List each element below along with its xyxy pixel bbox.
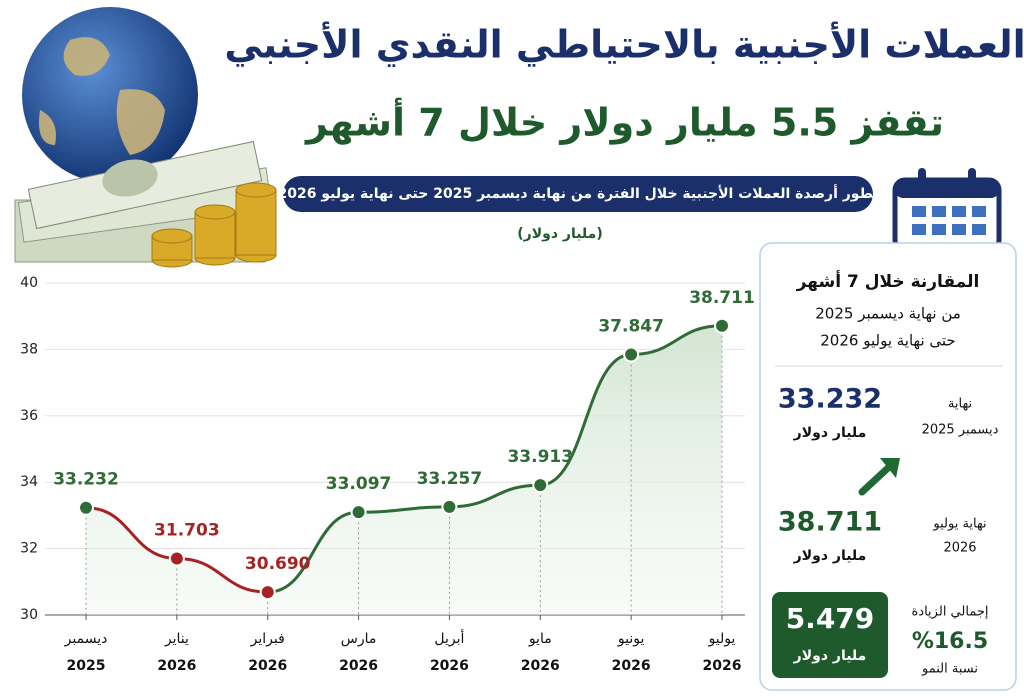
comparison-panel: المقارنة خلال 7 أشهر من نهاية ديسمبر 202… bbox=[759, 242, 1017, 691]
x-tick-label: يونيو bbox=[617, 631, 645, 647]
point bbox=[714, 317, 730, 334]
point bbox=[78, 499, 94, 516]
growth-label: نسبة النمو bbox=[921, 662, 978, 677]
increase-unit: مليار دولار bbox=[793, 648, 867, 664]
value-label: 33.913 bbox=[507, 447, 573, 467]
point bbox=[350, 504, 367, 521]
x-tick-label: يوليو bbox=[708, 631, 736, 647]
start-unit: مليار دولار bbox=[793, 425, 867, 441]
point bbox=[532, 477, 549, 494]
line-segment bbox=[176, 556, 268, 594]
x-tick-year: 2026 bbox=[703, 658, 742, 674]
x-tick-year: 2026 bbox=[430, 658, 469, 674]
calendar-icon bbox=[892, 168, 1002, 253]
start-value: 33.232 bbox=[778, 384, 882, 415]
line-segment bbox=[631, 324, 723, 356]
value-label: 31.703 bbox=[154, 520, 220, 540]
x-tick-label: مارس bbox=[341, 631, 377, 647]
y-tick-label: 36 bbox=[20, 408, 38, 424]
point bbox=[168, 550, 185, 567]
y-tick-label: 38 bbox=[20, 341, 38, 357]
x-tick-year: 2026 bbox=[248, 658, 287, 674]
point bbox=[623, 346, 640, 363]
increase-arrow-head bbox=[880, 458, 900, 478]
value-label: 33.232 bbox=[53, 470, 119, 490]
y-tick-label: 40 bbox=[20, 275, 38, 291]
x-tick-year: 2025 bbox=[67, 658, 106, 674]
area bbox=[86, 325, 722, 615]
y-unit: (مليار دولار) bbox=[517, 226, 602, 242]
value-label: 33.257 bbox=[417, 469, 483, 489]
end-label: نهاية يوليو bbox=[932, 517, 986, 532]
line-segment bbox=[267, 510, 359, 594]
line-segment bbox=[358, 505, 450, 514]
x-tick-year: 2026 bbox=[521, 658, 560, 674]
end-label: 2026 bbox=[943, 541, 976, 556]
y-tick-label: 34 bbox=[20, 474, 38, 490]
start-label: ديسمبر 2025 bbox=[922, 423, 999, 438]
start-label: نهاية bbox=[948, 397, 972, 412]
x-tick-label: أبريل bbox=[434, 629, 464, 647]
x-tick-label: فبراير bbox=[250, 631, 285, 647]
x-tick-label: مايو bbox=[528, 631, 552, 647]
subtitle-pill bbox=[283, 176, 873, 212]
line-segment bbox=[449, 483, 541, 509]
growth-value: %16.5 bbox=[912, 629, 988, 654]
value-label: 37.847 bbox=[598, 316, 664, 336]
x-tick-year: 2026 bbox=[612, 658, 651, 674]
panel-period-from: من نهاية ديسمبر 2025 bbox=[815, 305, 961, 323]
value-label: 30.690 bbox=[245, 554, 311, 574]
increase-label: إجمالي الزيادة bbox=[912, 605, 989, 620]
title-line2: تقفز 5.5 مليار دولار خلال 7 أشهر bbox=[304, 98, 944, 146]
y-tick-label: 30 bbox=[20, 607, 38, 623]
line-chart: 30 32 34 36 38 40 33.232 31.703 30.690 33.097 33.2… bbox=[20, 275, 755, 674]
point bbox=[259, 584, 276, 601]
x-tick-year: 2026 bbox=[157, 658, 196, 674]
end-value: 38.711 bbox=[778, 507, 882, 538]
line-segment bbox=[540, 352, 632, 487]
point bbox=[441, 498, 458, 515]
value-label: 33.097 bbox=[326, 474, 392, 494]
money-illustration bbox=[14, 7, 277, 268]
y-tick-label: 32 bbox=[20, 541, 38, 557]
panel-period-to: حتى نهاية يوليو 2026 bbox=[820, 332, 955, 350]
x-tick-label: ديسمبر bbox=[64, 631, 108, 647]
line-segment bbox=[85, 506, 177, 560]
x-tick-year: 2026 bbox=[339, 658, 378, 674]
panel-heading: المقارنة خلال 7 أشهر bbox=[796, 270, 980, 292]
x-tick-label: يناير bbox=[164, 631, 189, 647]
increase-value: 5.479 bbox=[786, 602, 875, 635]
value-label: 38.711 bbox=[689, 288, 755, 308]
subtitle: تطور أرصدة العملات الأجنبية خلال الفترة … bbox=[278, 184, 879, 202]
title-line1: العملات الأجنبية بالاحتياطي النقدي الأجن… bbox=[224, 21, 1024, 67]
end-unit: مليار دولار bbox=[793, 548, 867, 564]
increase-arrow bbox=[858, 464, 892, 496]
